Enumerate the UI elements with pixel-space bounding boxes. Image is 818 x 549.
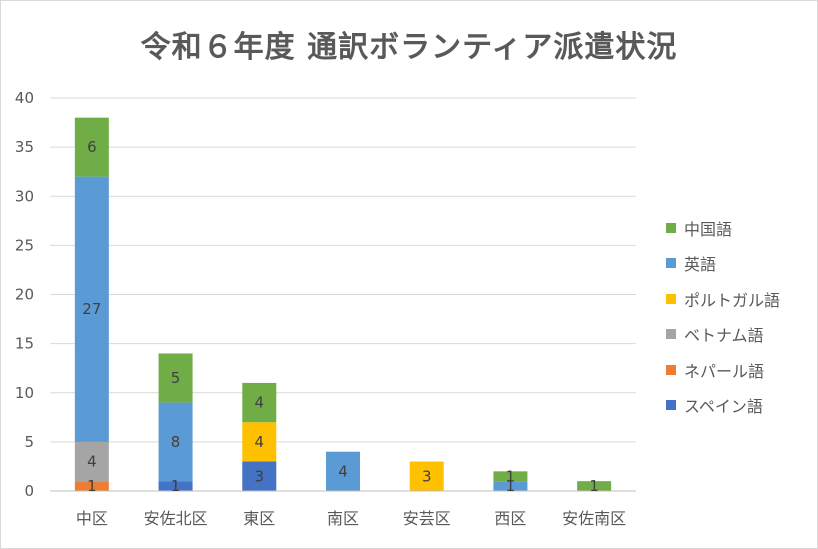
- bar-segment: [74, 176, 109, 442]
- y-tick-label: 15: [15, 335, 34, 353]
- legend-swatch: [666, 364, 676, 375]
- legend-swatch: [666, 329, 676, 340]
- data-label: 1: [87, 477, 97, 495]
- data-label: 4: [255, 433, 265, 451]
- bar-segment: [74, 117, 109, 177]
- data-label: 4: [255, 394, 265, 412]
- bar-segment: [326, 451, 360, 491]
- legend-label: 英語: [684, 255, 717, 275]
- legend-label: ポルトガル語: [684, 290, 781, 310]
- y-tick-label: 40: [15, 89, 34, 107]
- data-label: 27: [82, 300, 101, 318]
- bar-segment: [493, 481, 528, 491]
- data-label: 1: [171, 477, 181, 495]
- legend-item: ポルトガル語: [666, 281, 780, 317]
- legend-item: ネパール語: [666, 352, 780, 388]
- chart-legend: 中国語英語ポルトガル語 ベトナム語ネパール語スペイン語: [666, 210, 780, 423]
- bar-segment: [493, 471, 528, 482]
- legend-item: 中国語: [666, 210, 780, 246]
- x-tick-label: 南区: [327, 509, 359, 528]
- data-label: 1: [506, 477, 516, 495]
- x-tick-label: 安芸区: [403, 509, 451, 528]
- legend-item: スペイン語: [666, 388, 780, 424]
- bar-segment: [242, 461, 277, 491]
- data-label: 5: [171, 369, 181, 387]
- data-label: 1: [506, 467, 516, 485]
- y-tick-label: 35: [15, 138, 34, 156]
- data-label: 8: [171, 433, 181, 451]
- x-tick-label: 安佐北区: [144, 509, 208, 528]
- bar-segment: [74, 481, 109, 491]
- x-tick-label: 中区: [76, 509, 108, 528]
- bar-segment: [577, 481, 612, 491]
- legend-label: スペイン語: [684, 397, 763, 417]
- bar-segment: [158, 353, 193, 403]
- legend-item: 英語: [666, 246, 780, 282]
- bar-segment: [158, 402, 193, 482]
- x-tick-label: 西区: [494, 509, 526, 528]
- y-tick-label: 5: [24, 433, 34, 451]
- data-label: 1: [589, 477, 599, 495]
- legend-swatch: [666, 400, 676, 411]
- legend-label: 中国語: [684, 219, 733, 239]
- data-label: 4: [338, 462, 348, 480]
- bar-segment: [242, 382, 277, 423]
- data-label: 4: [87, 453, 97, 471]
- y-tick-label: 30: [15, 187, 34, 205]
- legend-item: ベトナム語: [666, 317, 780, 353]
- chart-title: 令和６年度 通訳ボランティア派遣状況: [140, 30, 678, 65]
- bar-segment: [242, 422, 277, 462]
- legend-swatch: [666, 293, 676, 304]
- y-tick-label: 10: [15, 384, 34, 402]
- y-tick-label: 0: [24, 482, 34, 500]
- legend-swatch: [666, 258, 676, 269]
- x-tick-label: 東区: [243, 509, 275, 528]
- data-label: 3: [255, 467, 265, 485]
- legend-label: ベトナム語: [684, 326, 764, 346]
- y-tick-label: 25: [15, 236, 34, 254]
- bar-segment: [74, 441, 109, 482]
- y-tick-label: 20: [15, 286, 34, 304]
- legend-label: ネパール語: [684, 361, 765, 381]
- x-tick-label: 安佐南区: [562, 509, 626, 528]
- data-label: 3: [422, 467, 432, 485]
- legend-swatch: [666, 222, 676, 233]
- data-label: 6: [87, 138, 97, 156]
- bar-segment: [158, 481, 193, 491]
- bar-segment: [409, 461, 444, 491]
